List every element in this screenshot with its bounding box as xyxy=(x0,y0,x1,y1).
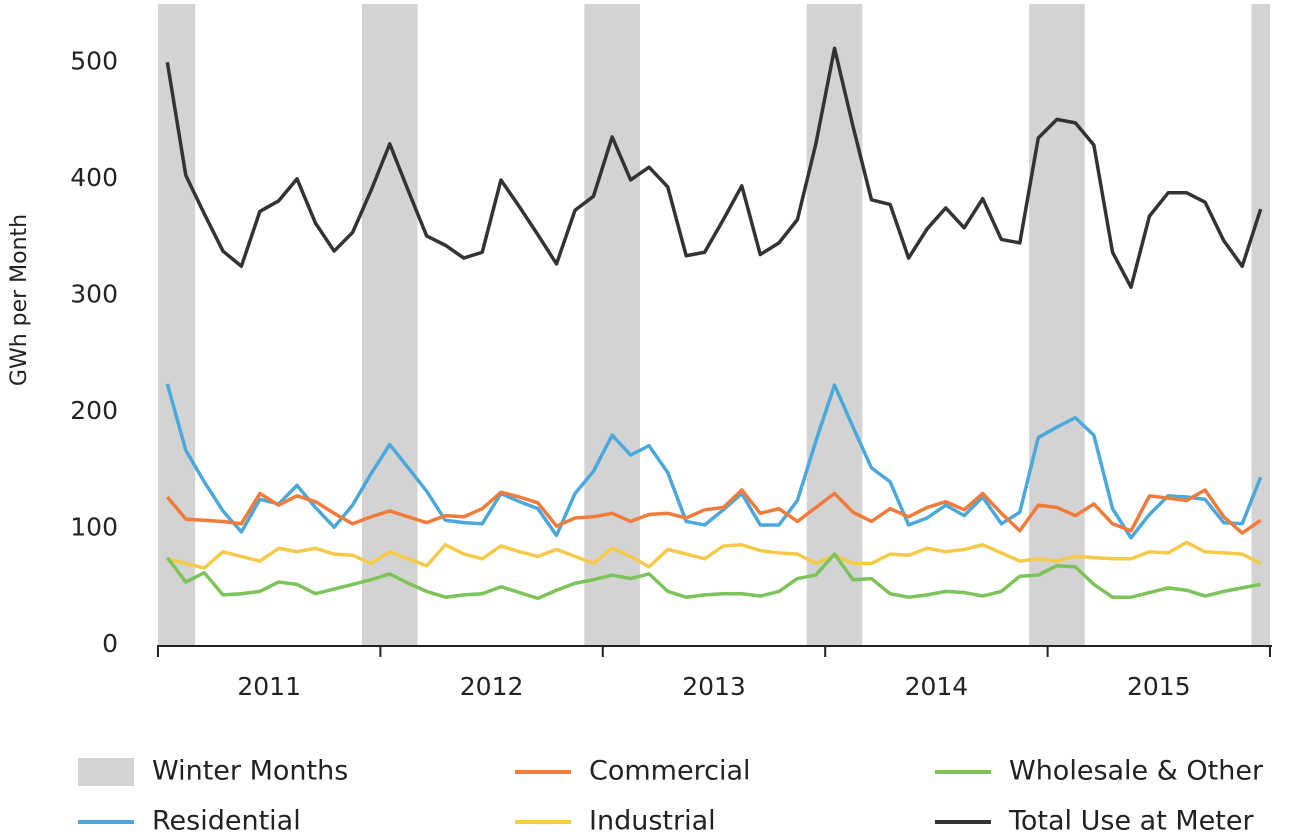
winter-band xyxy=(361,4,418,645)
series-line xyxy=(165,383,1263,540)
legend-label: Industrial xyxy=(589,806,716,837)
series-line xyxy=(165,552,1261,601)
legend-swatch xyxy=(78,758,134,786)
series-line xyxy=(165,488,1262,535)
winter-band xyxy=(1029,4,1085,645)
y-axis-title: GWh per Month xyxy=(7,214,32,386)
y-tick-label: 300 xyxy=(70,279,118,308)
x-tick-label: 2013 xyxy=(682,672,746,701)
legend-label: Winter Months xyxy=(152,756,348,787)
series-line xyxy=(165,46,1263,289)
x-tick-label: 2015 xyxy=(1127,672,1191,701)
x-tick-label: 2014 xyxy=(905,672,969,701)
series-line xyxy=(166,540,1262,570)
winter-band xyxy=(158,4,196,645)
y-tick-label: 500 xyxy=(70,46,118,75)
y-tick-label: 100 xyxy=(70,512,118,541)
y-tick-label: 0 xyxy=(102,629,118,658)
x-tick-label: 2011 xyxy=(237,672,301,701)
y-tick-label: 200 xyxy=(70,396,118,425)
legend-label: Commercial xyxy=(589,756,751,787)
winter-band xyxy=(584,4,640,645)
y-tick-label: 400 xyxy=(70,163,118,192)
winter-band xyxy=(806,4,863,645)
legend-label: Residential xyxy=(152,806,301,837)
x-tick-label: 2012 xyxy=(460,672,524,701)
legend-label: Total Use at Meter xyxy=(1008,806,1254,837)
winter-band xyxy=(1251,4,1270,645)
legend-label: Wholesale & Other xyxy=(1009,756,1264,787)
